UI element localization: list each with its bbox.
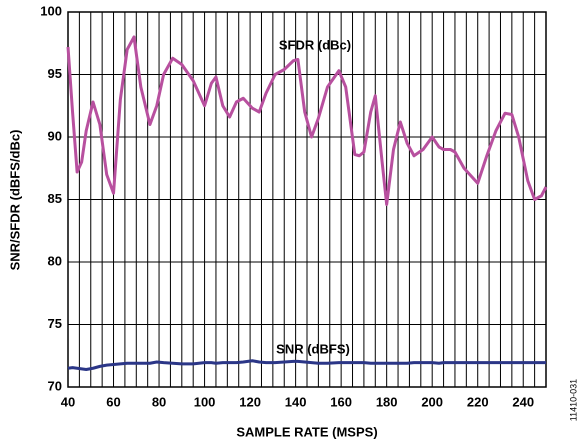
x-tick-label: 200 <box>421 394 443 409</box>
x-tick-label: 180 <box>376 394 398 409</box>
y-tick-label: 80 <box>48 253 62 268</box>
y-axis-label: SNR/SFDR (dBFS/dBc) <box>7 130 22 271</box>
x-tick-label: 160 <box>330 394 352 409</box>
series-line <box>66 35 548 206</box>
x-tick-label: 120 <box>239 394 261 409</box>
x-tick-label: 80 <box>152 394 166 409</box>
annotation: SFDR (dBc) <box>279 37 351 52</box>
x-tick-label: 100 <box>194 394 216 409</box>
y-tick-label: 100 <box>40 3 62 18</box>
x-tick-label: 140 <box>285 394 307 409</box>
series-line <box>67 359 546 371</box>
y-tick-label: 70 <box>48 378 62 393</box>
x-tick-label: 60 <box>106 394 120 409</box>
y-tick-label: 90 <box>48 128 62 143</box>
x-tick-label: 220 <box>467 394 489 409</box>
annotation: SNR (dBFS) <box>276 341 350 356</box>
y-tick-label: 85 <box>48 191 62 206</box>
x-axis-label: SAMPLE RATE (MSPS) <box>236 424 377 439</box>
figure-id: 11410-031 <box>568 379 578 421</box>
x-tick-label: 40 <box>61 394 75 409</box>
x-tick-label: 240 <box>512 394 534 409</box>
y-tick-label: 75 <box>48 316 62 331</box>
y-tick-label: 95 <box>48 66 62 81</box>
plot-frame <box>67 11 547 388</box>
